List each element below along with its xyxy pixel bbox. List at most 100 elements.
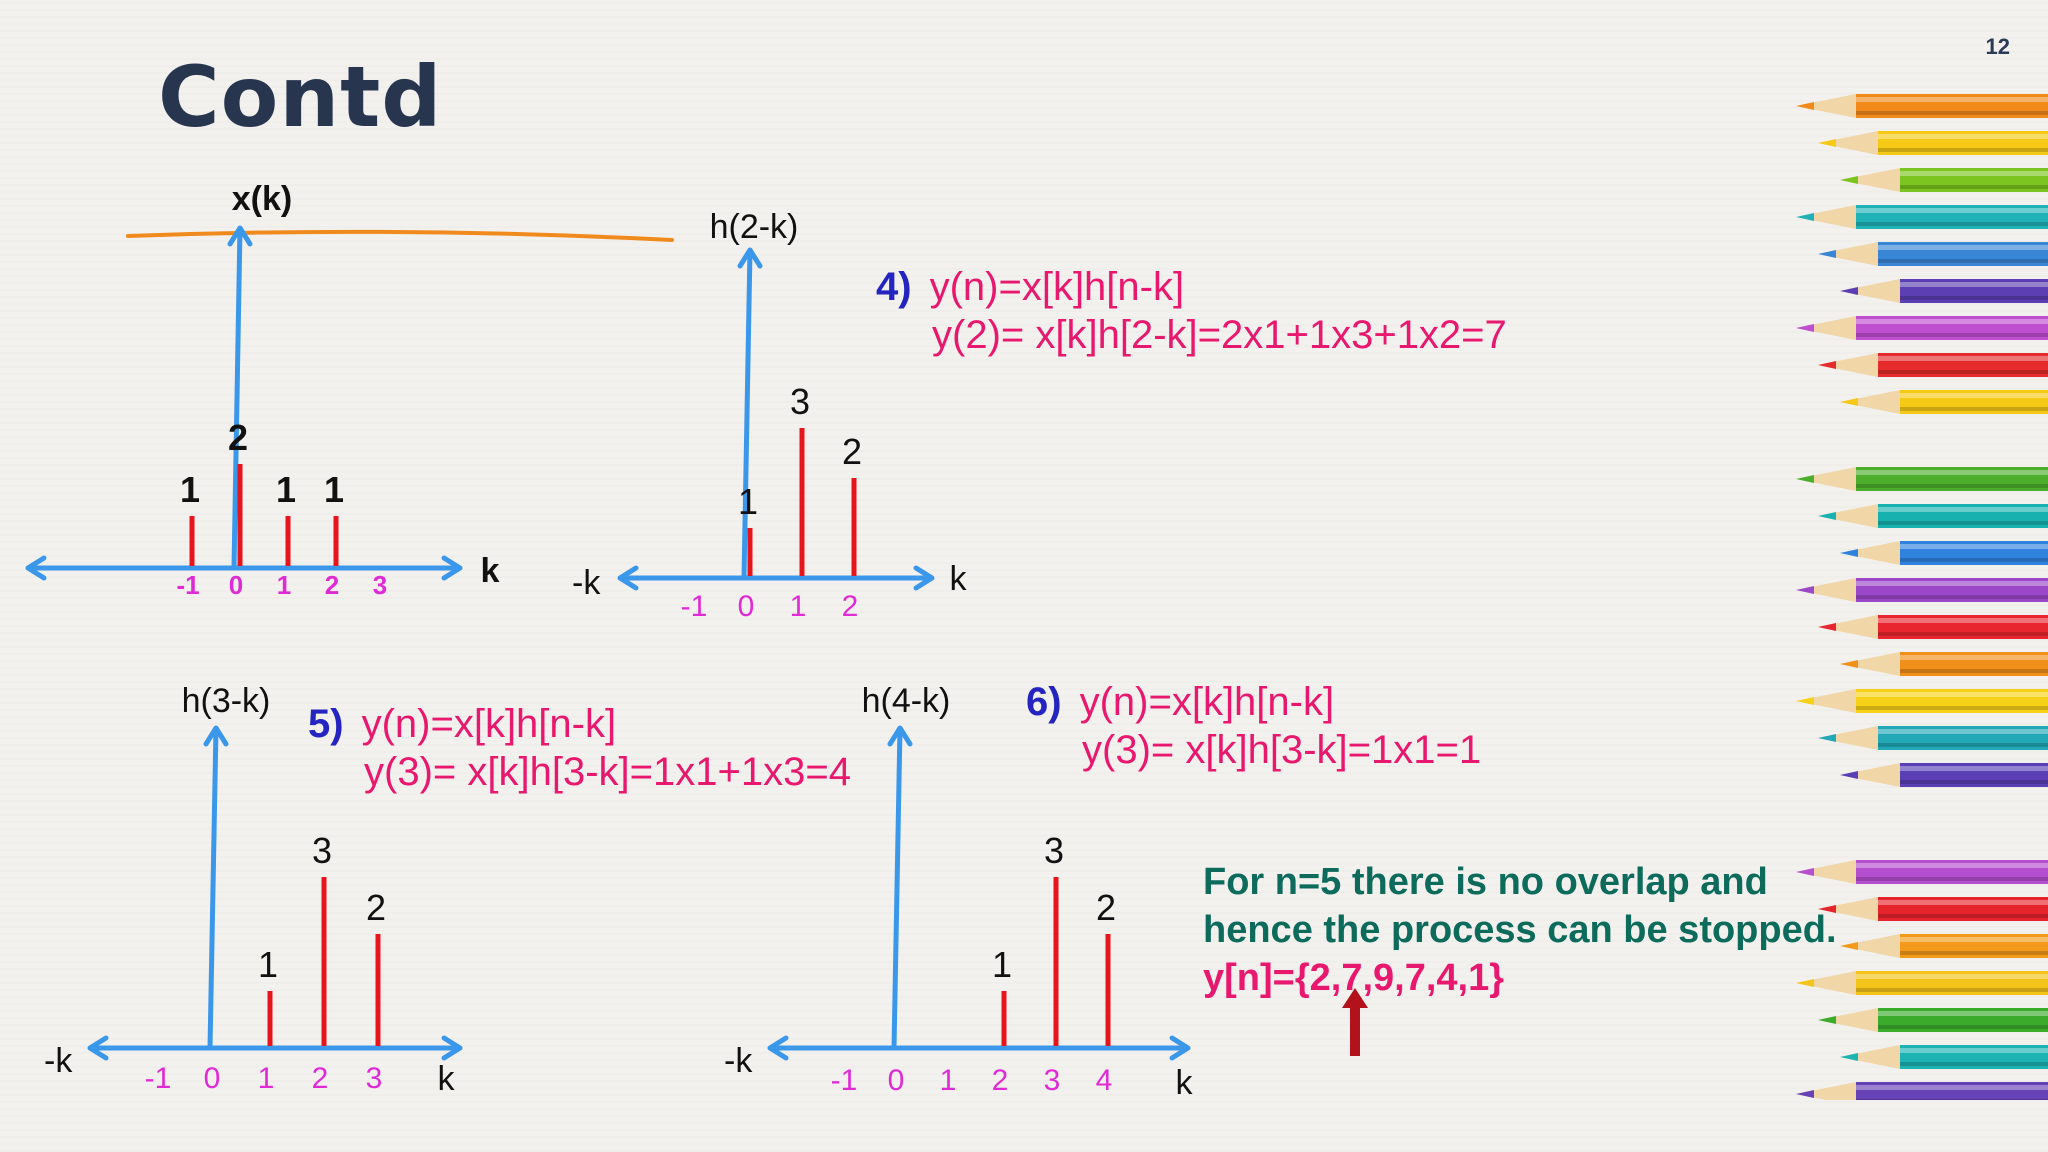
pencil-wood: [1796, 578, 1856, 602]
pencil-highlight: [1878, 900, 2048, 905]
y-axis-label: h(2-k): [710, 208, 799, 246]
y-axis-label: h(4-k): [862, 682, 951, 720]
pencil-highlight: [1900, 393, 2048, 398]
step-5-equation: 5) y(n)=x[k]h[n-k] y(3)= x[k]h[3-k]=1x1+1…: [308, 700, 851, 796]
pencil-lead: [1840, 771, 1858, 779]
pencil: [1840, 934, 2048, 958]
pencil-wood: [1818, 1008, 1878, 1032]
pencil-shadow: [1856, 333, 2048, 337]
pencil: [1796, 1082, 2048, 1100]
pencil-highlight: [1856, 863, 2048, 868]
pencil: [1796, 316, 2048, 340]
y-axis-arrow-icon: [227, 225, 253, 247]
pencil: [1840, 168, 2048, 192]
pencil-lead: [1796, 102, 1814, 110]
x-axis-right-arrow-icon: [441, 555, 463, 581]
pencil-wood: [1796, 205, 1856, 229]
pencil: [1818, 131, 2048, 155]
x-tick-label: 1: [790, 590, 807, 623]
pencil-lead: [1840, 1053, 1858, 1061]
pencil-shadow: [1900, 780, 2048, 784]
pencil-highlight: [1878, 618, 2048, 623]
x-tick-label: 1: [940, 1064, 957, 1097]
pencil-wood: [1840, 934, 1900, 958]
pencil-wood: [1818, 726, 1878, 750]
slide-title: Contd: [158, 48, 443, 146]
pencil-wood: [1796, 467, 1856, 491]
pencil-body: [1878, 615, 2048, 639]
pencil-shadow: [1900, 1062, 2048, 1066]
pencil-highlight: [1900, 1048, 2048, 1053]
pencil-lead: [1840, 176, 1858, 184]
x-tick-label: 0: [204, 1062, 221, 1095]
pencil-shadow: [1856, 988, 2048, 992]
step-4-line1: 4) y(n)=x[k]h[n-k]: [876, 265, 1185, 309]
y-axis-arrow-icon: [203, 725, 229, 747]
pencil-highlight: [1856, 319, 2048, 324]
pencil-body: [1856, 205, 2048, 229]
pencil-wood: [1818, 615, 1878, 639]
pencil-body: [1900, 279, 2048, 303]
stem-value-label: 1: [258, 944, 278, 985]
pencil-shadow: [1856, 1099, 2048, 1100]
pencil-body: [1900, 763, 2048, 787]
pencil-shadow: [1856, 222, 2048, 226]
x-axis-left-arrow-icon: [87, 1035, 109, 1061]
pencil-wood: [1840, 763, 1900, 787]
pencil-shadow: [1878, 914, 2048, 918]
pencil-wood: [1840, 390, 1900, 414]
pencil: [1796, 205, 2048, 229]
pencil: [1796, 578, 2048, 602]
pencil-lead: [1840, 942, 1858, 950]
step-5-line1: 5) y(n)=x[k]h[n-k]: [308, 702, 617, 746]
pencil-highlight: [1856, 208, 2048, 213]
x-axis-negative-label: -k: [44, 1042, 73, 1080]
pencil: [1818, 242, 2048, 266]
pencil-body: [1878, 353, 2048, 377]
conclusion-block: For n=5 there is no overlap and hence th…: [1203, 858, 1837, 1002]
pencil: [1818, 1008, 2048, 1032]
x-tick-label: 2: [842, 590, 859, 623]
pencil-body: [1856, 467, 2048, 491]
pencil: [1840, 652, 2048, 676]
pencil-shadow: [1878, 1025, 2048, 1029]
x-axis-left-arrow-icon: [767, 1035, 789, 1061]
stem-value-label: 2: [366, 887, 386, 928]
pencil-wood: [1840, 168, 1900, 192]
pencil: [1840, 390, 2048, 414]
pencil-wood: [1818, 131, 1878, 155]
step-5-line2: y(3)= x[k]h[3-k]=1x1+1x3=4: [364, 750, 851, 794]
pencil-wood: [1796, 94, 1856, 118]
step-6-number: 6): [1026, 680, 1062, 724]
pencil-wood: [1818, 242, 1878, 266]
pencil-lead: [1818, 905, 1836, 913]
pencil-lead: [1818, 734, 1836, 742]
pencil-body: [1900, 390, 2048, 414]
step-4-line2: y(2)= x[k]h[2-k]=2x1+1x3+1x2=7: [932, 313, 1507, 357]
pencil-highlight: [1856, 1085, 2048, 1090]
pencil-shadow: [1900, 185, 2048, 189]
x-axis-right-arrow-icon: [441, 1035, 463, 1061]
stem-value-label: 3: [1044, 830, 1064, 871]
x-tick-label: 2: [992, 1064, 1009, 1097]
pencil-body: [1900, 652, 2048, 676]
pencil-body: [1878, 504, 2048, 528]
pencil-lead: [1796, 213, 1814, 221]
pencil-highlight: [1878, 356, 2048, 361]
x-tick-label: 2: [312, 1062, 329, 1095]
pencil: [1796, 860, 2048, 884]
pencil-highlight: [1856, 692, 2048, 697]
pencil-highlight: [1878, 729, 2048, 734]
pencil-lead: [1796, 586, 1814, 594]
result-sequence: y[n]={2,7,9,7,4,1}: [1203, 957, 1505, 999]
pencil: [1840, 279, 2048, 303]
pencil-lead: [1796, 868, 1814, 876]
pencil-lead: [1796, 324, 1814, 332]
pencil-body: [1878, 242, 2048, 266]
pencil: [1818, 353, 2048, 377]
stem-value-label: 2: [228, 417, 248, 458]
pencil-wood: [1818, 504, 1878, 528]
stem-value-label: 1: [180, 469, 200, 510]
